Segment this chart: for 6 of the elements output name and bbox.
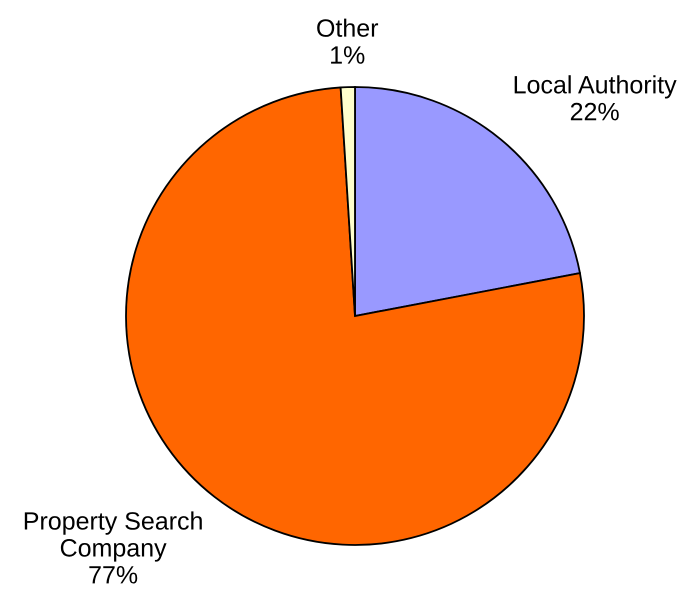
slice-label: Property Search Company	[24, 511, 202, 562]
data-label: 1%	[331, 46, 364, 64]
slice-label: Local Authority	[514, 75, 677, 99]
data-label: 22%	[570, 102, 619, 120]
data-label: 77%	[89, 566, 138, 584]
slice-label: Other	[317, 18, 378, 37]
